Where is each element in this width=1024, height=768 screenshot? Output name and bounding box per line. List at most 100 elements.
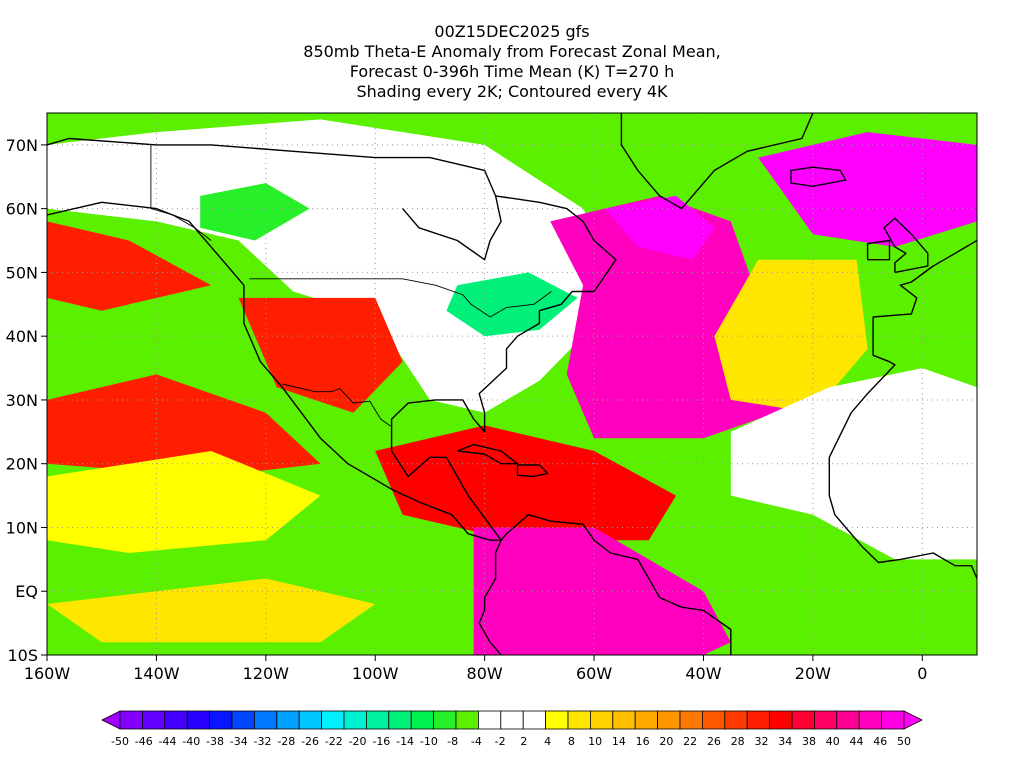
colorbar-label: -20 — [349, 735, 367, 748]
colorbar-label: -46 — [135, 735, 153, 748]
map-title: 00Z15DEC2025 gfs 850mb Theta-E Anomaly f… — [0, 22, 1024, 102]
colorbar-swatch — [567, 710, 591, 730]
title-line-4: Shading every 2K; Contoured every 4K — [356, 82, 668, 101]
lon-tick-label: 20W — [795, 664, 831, 683]
lat-tick-label: 60N — [6, 200, 38, 219]
colorbar-swatch — [522, 710, 547, 730]
colorbar-label: -8 — [447, 735, 458, 748]
anomaly-plume-core — [605, 195, 715, 260]
colorbar-label: -44 — [159, 735, 177, 748]
colorbar-swatch — [657, 710, 681, 730]
colorbar-label: 26 — [707, 735, 721, 748]
colorbar-swatch — [343, 710, 367, 730]
lon-tick-label: 40W — [685, 664, 721, 683]
colorbar-label: 14 — [612, 735, 626, 748]
lon-tick-label: 100W — [352, 664, 399, 683]
europe-africa-coast — [828, 239, 977, 579]
colorbar-label: 10 — [588, 735, 602, 748]
greenland-coast — [620, 113, 814, 210]
anomaly-west-africa-cold — [730, 368, 977, 560]
colorbar-swatch — [724, 710, 748, 730]
plot-frame — [46, 112, 978, 656]
colorbar-swatch — [858, 710, 883, 730]
colorbar-label: 40 — [826, 735, 840, 748]
colorbar-label: -40 — [182, 735, 200, 748]
colorbar-swatch — [679, 710, 703, 730]
south-america-coast — [500, 514, 732, 655]
us-mexico-border — [282, 383, 391, 427]
lat-tick-label: 50N — [6, 263, 38, 282]
gulf-atlantic-coast — [47, 137, 617, 541]
colorbar-label: -22 — [325, 735, 343, 748]
lon-tick-label: 80W — [467, 664, 503, 683]
colorbar-swatch — [702, 710, 726, 730]
colorbar-swatch — [545, 710, 569, 730]
colorbar-swatch — [814, 710, 838, 730]
lat-tick-label: 10N — [6, 518, 38, 537]
lon-tick-label: 160W — [24, 664, 71, 683]
colorbar-swatch — [209, 710, 233, 730]
colorbar-label: 32 — [754, 735, 768, 748]
colorbar-swatch — [746, 710, 771, 730]
colorbar-max-arrow — [903, 710, 923, 730]
title-line-3: Forecast 0-396h Time Mean (K) T=270 h — [349, 62, 675, 81]
lat-tick-label: EQ — [15, 582, 38, 601]
colorbar-label: 8 — [568, 735, 575, 748]
anomaly-northeast-us-cold — [446, 272, 578, 337]
colorbar-swatch — [477, 710, 502, 730]
colorbar-label: 16 — [636, 735, 650, 748]
colorbar-label: -16 — [372, 735, 390, 748]
colorbar-label: -14 — [396, 735, 414, 748]
colorbar-swatch — [612, 710, 636, 730]
lat-tick-label: 30N — [6, 391, 38, 410]
axis-ticks: 160W 140W 120W 100W 80W 60W 40W 20W 0 10S EQ 10N 20N… — [6, 136, 928, 683]
south-america-west-coast — [478, 539, 502, 655]
colorbar-swatch — [500, 710, 524, 730]
colorbar-swatch — [791, 710, 815, 730]
british-isles-coast — [883, 217, 929, 274]
lat-tick-label: 70N — [6, 136, 38, 155]
colorbar-swatch — [881, 710, 905, 730]
colorbar-swatch — [186, 710, 210, 730]
colorbar-label: -32 — [254, 735, 272, 748]
colorbar-label: -2 — [495, 735, 506, 748]
colorbar-label: -4 — [471, 735, 482, 748]
colorbar-label: 38 — [802, 735, 816, 748]
hispaniola-coast — [516, 464, 549, 478]
colorbar-label: 46 — [873, 735, 887, 748]
ireland-coast — [866, 239, 891, 261]
anomaly-north-pacific-warm — [47, 221, 212, 311]
anomaly-caribbean-warm — [375, 425, 677, 541]
hudson-bay-coast — [402, 195, 502, 261]
title-line-1: 00Z15DEC2025 gfs — [434, 22, 590, 41]
colorbar-label: -38 — [206, 735, 224, 748]
colorbar-label: 4 — [544, 735, 551, 748]
colorbar-label: 22 — [683, 735, 697, 748]
iceland-coast — [790, 166, 847, 188]
lon-tick-label: 140W — [133, 664, 180, 683]
colorbar-swatch — [455, 710, 479, 730]
colorbar-swatch — [433, 710, 457, 730]
colorbar-swatch — [410, 710, 435, 730]
colorbar-swatch — [231, 710, 255, 730]
colorbar-swatch — [365, 710, 390, 730]
colorbar-label: -34 — [230, 735, 248, 748]
colorbar-label: 44 — [849, 735, 863, 748]
colorbar-label: 50 — [897, 735, 911, 748]
colorbar-swatch — [298, 710, 323, 730]
colorbar-swatch — [321, 710, 345, 730]
anomaly-east-atlantic-cold — [714, 259, 868, 413]
anomaly-north-america-cold — [47, 119, 622, 413]
anomaly-subtropical-pacific-warm — [47, 374, 321, 477]
colorbar-swatch — [634, 710, 659, 730]
anomaly-iceland-core — [823, 170, 967, 209]
us-canada-border — [249, 278, 552, 318]
anomaly-canada-core-cold — [200, 183, 310, 241]
north-america-coast — [47, 201, 502, 541]
colorbar-swatch — [836, 710, 860, 730]
lon-tick-label: 60W — [576, 664, 612, 683]
lat-tick-label: 20N — [6, 455, 38, 474]
colorbar-swatch — [141, 710, 166, 730]
colorbar-label: 34 — [778, 735, 792, 748]
